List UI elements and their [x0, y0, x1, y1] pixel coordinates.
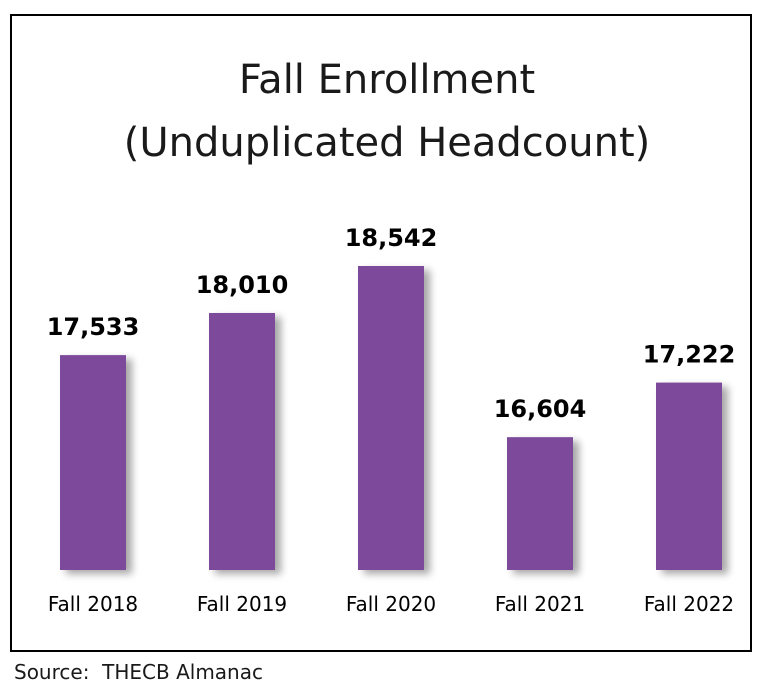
category-label: Fall 2019	[197, 592, 287, 616]
bar-fall-2022	[656, 382, 722, 570]
bar-fall-2019	[209, 312, 275, 570]
category-label: Fall 2020	[346, 592, 436, 616]
category-label: Fall 2021	[495, 592, 585, 616]
bar-fall-2020	[358, 266, 424, 570]
value-label: 16,604	[494, 395, 587, 423]
value-label: 18,542	[345, 224, 438, 252]
chart-title-line1: Fall Enrollment	[238, 57, 536, 103]
value-label: 18,010	[196, 271, 289, 299]
value-label: 17,222	[643, 341, 736, 369]
source-note: Source: THECB Almanac	[14, 660, 263, 684]
bar-fall-2021	[507, 437, 573, 570]
category-label: Fall 2022	[644, 592, 734, 616]
category-label: Fall 2018	[48, 592, 138, 616]
chart-title-line2: (Unduplicated Headcount)	[123, 120, 651, 166]
bar-fall-2018	[60, 355, 126, 570]
value-label: 17,533	[47, 313, 140, 341]
